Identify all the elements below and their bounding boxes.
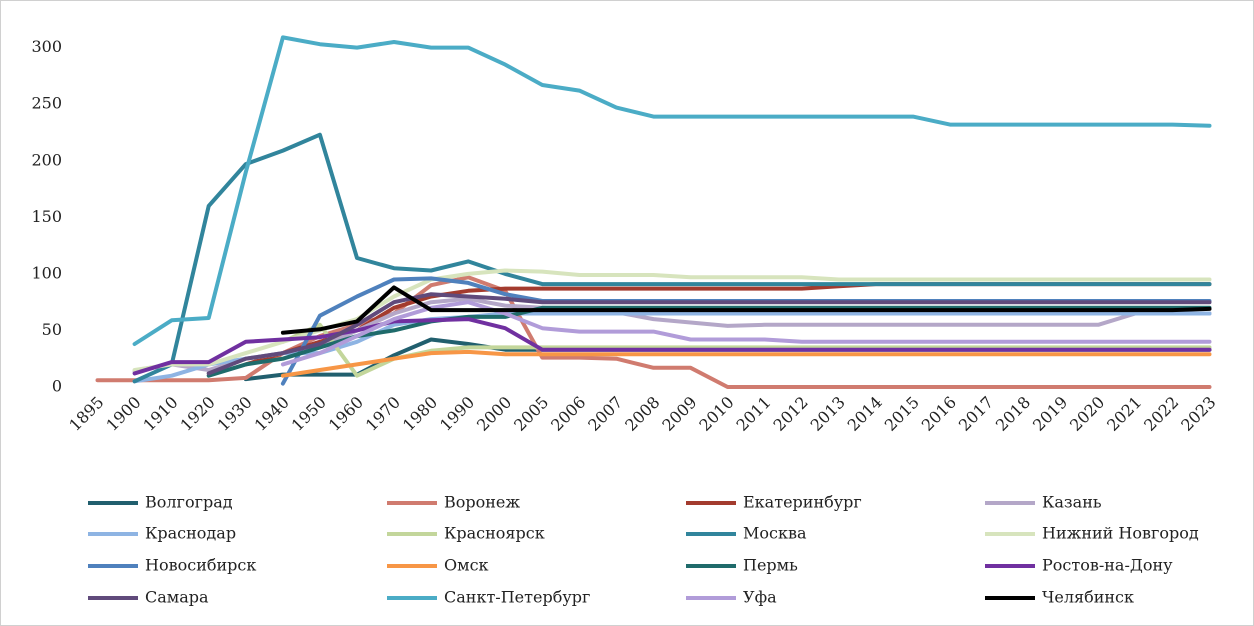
series-line [206, 305, 1212, 378]
legend-label: Санкт-Петербург [444, 588, 590, 607]
legend-label: Пермь [743, 556, 798, 575]
series-line [280, 322, 1212, 378]
series-line [132, 317, 1212, 376]
series-line [280, 285, 1212, 335]
legend-label: Нижний Новгород [1042, 524, 1199, 543]
legend-label: Уфа [743, 588, 777, 607]
legend-label: Ростов-на-Дону [1042, 556, 1173, 575]
y-tick-label: 50 [42, 320, 62, 339]
y-tick-label: 100 [31, 263, 62, 282]
legend-label: Челябинск [1042, 588, 1134, 607]
y-tick-label: 0 [52, 377, 62, 396]
legend-label: Волгоград [145, 493, 233, 512]
series-line [280, 349, 1212, 378]
legend-label: Красноярск [444, 524, 545, 543]
legend-label: Москва [743, 524, 807, 543]
y-tick-label: 250 [31, 94, 62, 113]
y-tick-label: 200 [31, 150, 62, 169]
y-tick-label: 150 [31, 207, 62, 226]
legend-label: Самара [145, 588, 209, 607]
legend-label: Екатеринбург [743, 493, 862, 512]
legend-label: Новосибирск [145, 556, 256, 575]
series-line [132, 268, 1212, 372]
legend-label: Казань [1042, 493, 1102, 512]
series-line [206, 292, 1212, 376]
legend-label: Воронеж [444, 493, 520, 512]
series-line [280, 300, 1212, 367]
legend-label: Омск [444, 556, 489, 575]
y-tick-label: 300 [31, 37, 62, 56]
series-line [132, 132, 1212, 384]
series-line [132, 35, 1212, 346]
legend-label: Краснодар [145, 524, 236, 543]
